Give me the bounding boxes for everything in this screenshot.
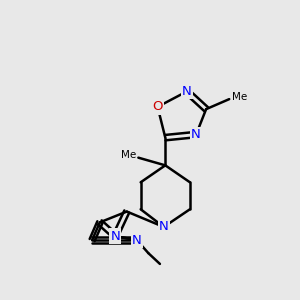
Text: N: N (191, 128, 201, 141)
Text: N: N (159, 220, 169, 233)
Text: Me: Me (121, 150, 136, 160)
Text: O: O (152, 100, 163, 113)
Text: N: N (110, 230, 120, 243)
Text: N: N (132, 233, 142, 247)
Text: N: N (182, 85, 192, 98)
Text: Me: Me (232, 92, 247, 102)
